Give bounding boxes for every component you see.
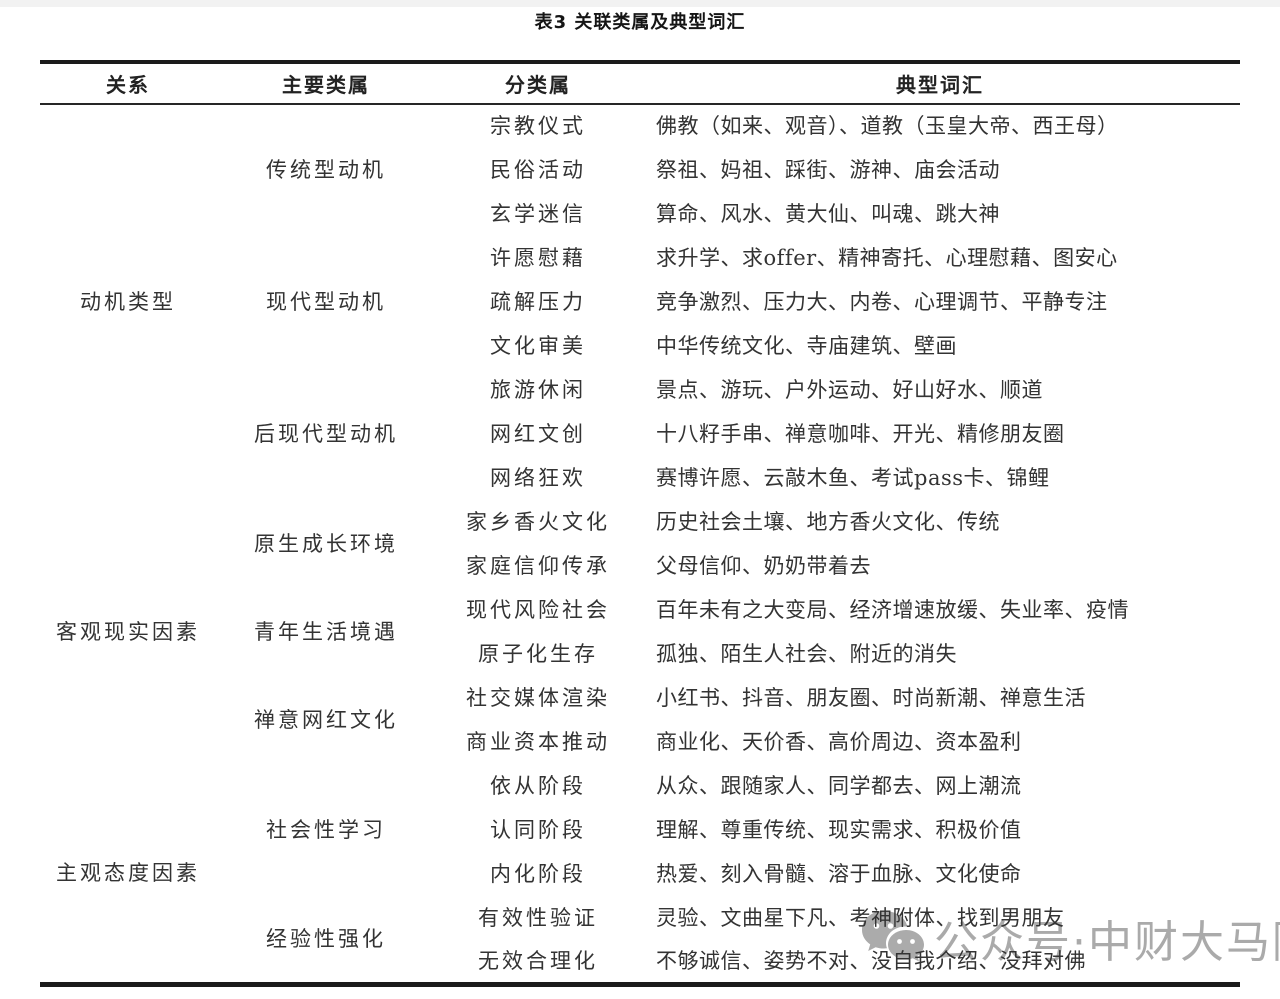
vocab-cell: 历史社会土壤、地方香火文化、传统 [656, 509, 1000, 534]
subcategory-cell: 认同阶段 [490, 817, 586, 842]
subcategory-cell: 许愿慰藉 [490, 245, 586, 270]
watermark: 公众号·中财大马院 [860, 906, 1280, 970]
category-cell: 传统型动机 [266, 158, 386, 183]
table-row: 内化阶段 热爱、刻入骨髓、溶于血脉、文化使命 [40, 852, 1240, 896]
category-cell: 经验性强化 [266, 926, 386, 951]
table-row: 网红文创 十八籽手串、禅意咖啡、开光、精修朋友圈 [40, 412, 1240, 456]
header-subcategory: 分类属 [436, 62, 640, 105]
vocab-cell: 算命、风水、黄大仙、叫魂、跳大神 [656, 201, 1000, 226]
table-row: 主观态度因素 社会性学习 依从阶段 从众、跟随家人、同学都去、网上潮流 [40, 764, 1240, 885]
vocab-cell: 求升学、求offer、精神寄托、心理慰藉、图安心 [656, 245, 1118, 270]
vocab-cell: 中华传统文化、寺庙建筑、壁画 [656, 333, 957, 358]
subcategory-cell: 旅游休闲 [490, 377, 586, 402]
table-row: 经验性强化 有效性验证 灵验、文曲星下凡、考神附体、找到男朋友 [40, 896, 1240, 951]
subcategory-cell: 无效合理化 [478, 948, 598, 973]
subcategory-cell: 原子化生存 [478, 641, 598, 666]
subcategory-cell: 内化阶段 [490, 861, 586, 886]
vocab-cell: 理解、尊重传统、现实需求、积极价值 [656, 817, 1022, 842]
vocab-cell: 百年未有之大变局、经济增速放缓、失业率、疫情 [656, 597, 1129, 622]
table-row: 玄学迷信 算命、风水、黄大仙、叫魂、跳大神 [40, 192, 1240, 236]
subcategory-cell: 家乡香火文化 [466, 509, 610, 534]
header-row: 关系 主要类属 分类属 典型词汇 [40, 62, 1240, 105]
table-row: 文化审美 中华传统文化、寺庙建筑、壁画 [40, 324, 1240, 368]
vocab-cell: 赛博许愿、云敲木鱼、考试pass卡、锦鲤 [656, 465, 1050, 490]
category-cell: 原生成长环境 [254, 531, 398, 556]
subcategory-cell: 商业资本推动 [466, 729, 610, 754]
vocab-cell: 景点、游玩、户外运动、好山好水、顺道 [656, 377, 1043, 402]
table-row: 青年生活境遇 现代风险社会 百年未有之大变局、经济增速放缓、失业率、疫情 [40, 588, 1240, 644]
table-row: 后现代型动机 旅游休闲 景点、游玩、户外运动、好山好水、顺道 [40, 368, 1240, 446]
table-row: 民俗活动 祭祖、妈祖、踩街、游神、庙会活动 [40, 148, 1240, 192]
vocab-cell: 孤独、陌生人社会、附近的消失 [656, 641, 957, 666]
subcategory-cell: 网红文创 [490, 421, 586, 446]
table-row: 禅意网红文化 社交媒体渲染 小红书、抖音、朋友圈、时尚新潮、禅意生活 [40, 676, 1240, 732]
vocab-cell: 商业化、天价香、高价周边、资本盈利 [656, 729, 1022, 754]
screenshot-top-strip [0, 0, 1280, 7]
subcategory-cell: 宗教仪式 [490, 114, 586, 139]
vocab-cell: 灵验、文曲星下凡、考神附体、找到男朋友 [656, 905, 1065, 930]
category-cell: 禅意网红文化 [254, 707, 398, 732]
vocab-cell: 佛教（如来、观音）、道教（玉皇大帝、西王母） [656, 114, 1119, 139]
header-relation: 关系 [40, 62, 216, 105]
relation-cell: 主观态度因素 [56, 860, 200, 885]
table-row: 认同阶段 理解、尊重传统、现实需求、积极价值 [40, 808, 1240, 852]
vocab-cell: 小红书、抖音、朋友圈、时尚新潮、禅意生活 [656, 685, 1086, 710]
subcategory-cell: 疏解压力 [490, 289, 586, 314]
table-3: 关系 主要类属 分类属 典型词汇 动机类型 传统型动机 宗教仪式 佛教（如来、观… [40, 60, 1240, 987]
wechat-icon [862, 911, 924, 962]
vocab-cell: 不够诚信、姿势不对、没自我介绍、没拜对佛 [656, 948, 1086, 973]
category-vocab-table: 关系 主要类属 分类属 典型词汇 动机类型 传统型动机 宗教仪式 佛教（如来、观… [40, 60, 1240, 987]
subcategory-cell: 社交媒体渲染 [466, 685, 610, 710]
table-title: 表3 关联类属及典型词汇 [534, 12, 746, 33]
vocab-cell: 祭祖、妈祖、踩街、游神、庙会活动 [656, 157, 1000, 182]
table-row: 家庭信仰传承 父母信仰、奶奶带着去 [40, 544, 1240, 588]
table-row: 原子化生存 孤独、陌生人社会、附近的消失 [40, 632, 1240, 676]
relation-cell: 客观现实因素 [56, 619, 200, 644]
subcategory-cell: 依从阶段 [490, 773, 586, 798]
table-row: 无效合理化 不够诚信、姿势不对、没自我介绍、没拜对佛 [40, 940, 1240, 984]
subcategory-cell: 玄学迷信 [490, 201, 586, 226]
header-main-category: 主要类属 [216, 62, 436, 105]
subcategory-cell: 家庭信仰传承 [466, 553, 610, 578]
header-typical-vocab: 典型词汇 [640, 62, 1240, 105]
vocab-cell: 竞争激烈、压力大、内卷、心理调节、平静专注 [656, 289, 1108, 314]
table-row: 商业资本推动 商业化、天价香、高价周边、资本盈利 [40, 720, 1240, 764]
subcategory-cell: 文化审美 [490, 333, 586, 358]
table-row: 动机类型 传统型动机 宗教仪式 佛教（如来、观音）、道教（玉皇大帝、西王母） [40, 104, 1240, 314]
table-row: 现代型动机 许愿慰藉 求升学、求offer、精神寄托、心理慰藉、图安心 [40, 236, 1240, 314]
watermark-text: 公众号·中财大马院 [934, 917, 1280, 968]
vocab-cell: 从众、跟随家人、同学都去、网上潮流 [656, 773, 1022, 798]
relation-cell: 动机类型 [80, 290, 176, 315]
subcategory-cell: 现代风险社会 [466, 597, 610, 622]
subcategory-cell: 有效性验证 [478, 905, 598, 930]
subcategory-cell: 网络狂欢 [490, 465, 586, 490]
category-cell: 现代型动机 [266, 289, 386, 314]
vocab-cell: 父母信仰、奶奶带着去 [656, 553, 871, 578]
category-cell: 社会性学习 [266, 817, 386, 842]
category-cell: 青年生活境遇 [254, 619, 398, 644]
subcategory-cell: 民俗活动 [490, 157, 586, 182]
table-row: 客观现实因素 原生成长环境 家乡香火文化 历史社会土壤、地方香火文化、传统 [40, 500, 1240, 644]
table-row: 疏解压力 竞争激烈、压力大、内卷、心理调节、平静专注 [40, 280, 1240, 324]
vocab-cell: 热爱、刻入骨髓、溶于血脉、文化使命 [656, 861, 1022, 886]
table-row: 网络狂欢 赛博许愿、云敲木鱼、考试pass卡、锦鲤 [40, 456, 1240, 500]
vocab-cell: 十八籽手串、禅意咖啡、开光、精修朋友圈 [656, 421, 1065, 446]
category-cell: 后现代型动机 [254, 421, 398, 446]
